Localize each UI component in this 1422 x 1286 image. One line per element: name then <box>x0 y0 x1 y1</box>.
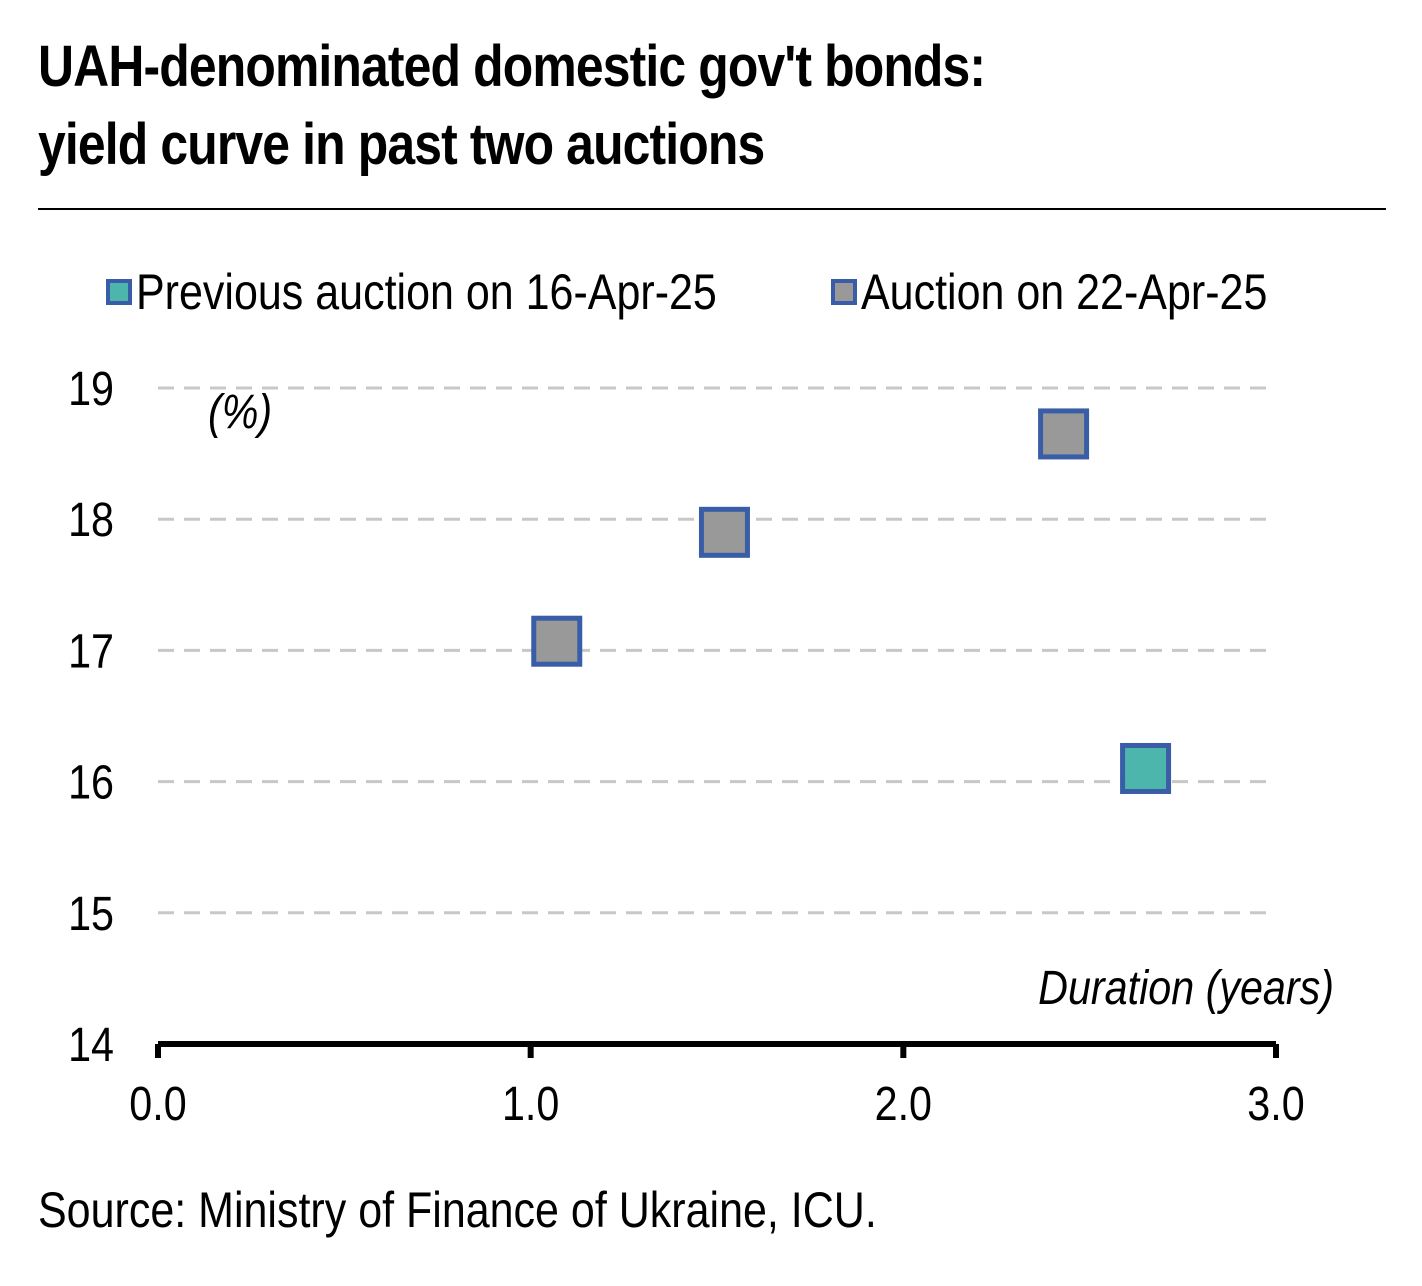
y-tick-label: 15 <box>68 887 114 941</box>
legend-swatch-previous <box>106 279 132 305</box>
chart-title: UAH-denominated domestic gov't bonds: yi… <box>38 28 1199 184</box>
x-tick-label: 1.0 <box>502 1077 559 1131</box>
gridlines <box>158 386 1276 915</box>
y-tick-label: 16 <box>68 756 114 810</box>
legend-label-current: Auction on 22-Apr-25 <box>861 264 1268 320</box>
marker-current-auction <box>1038 408 1090 460</box>
marker-current-auction <box>698 506 750 558</box>
legend-swatch-current <box>831 279 857 305</box>
x-tick-label: 0.0 <box>129 1077 186 1131</box>
chart-title-line-1: UAH-denominated domestic gov't bonds: <box>38 34 986 99</box>
marker-previous-auction <box>1120 742 1172 794</box>
x-tick-label: 3.0 <box>1247 1077 1304 1131</box>
source-note: Source: Ministry of Finance of Ukraine, … <box>38 1182 877 1238</box>
x-axis <box>155 1041 1279 1058</box>
chart-title-line-2: yield curve in past two auctions <box>38 112 765 177</box>
y-tick-label: 18 <box>68 493 114 547</box>
legend-item-current: Auction on 22-Apr-25 <box>831 262 1334 322</box>
x-axis-label: Duration (years) <box>1038 961 1334 1015</box>
x-tick-label: 2.0 <box>875 1077 932 1131</box>
data-markers <box>531 408 1172 794</box>
y-tick-label: 17 <box>68 625 114 679</box>
y-tick-label: 14 <box>68 1018 114 1072</box>
marker-current-auction <box>531 615 583 667</box>
y-axis-label: (%) <box>208 385 272 439</box>
title-divider <box>38 208 1386 210</box>
legend-item-previous: Previous auction on 16-Apr-25 <box>106 262 811 322</box>
legend-label-previous: Previous auction on 16-Apr-25 <box>136 264 717 320</box>
chart-legend: Previous auction on 16-Apr-25 Auction on… <box>0 262 1422 322</box>
y-tick-label: 19 <box>68 362 114 416</box>
y-axis-tick-labels: 14 15 16 17 18 19 <box>68 362 114 1072</box>
x-axis-tick-labels: 0.0 1.0 2.0 3.0 <box>129 1077 1304 1131</box>
